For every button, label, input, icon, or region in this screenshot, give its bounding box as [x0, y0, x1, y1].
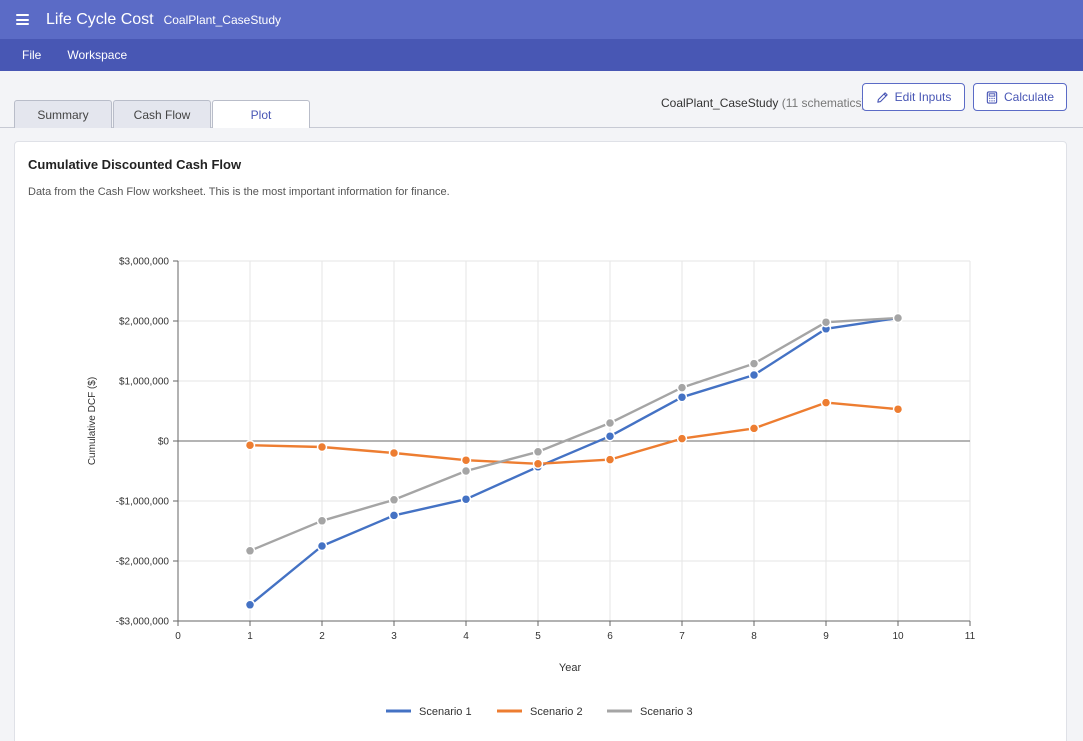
data-point: [244, 545, 256, 557]
card-description: Data from the Cash Flow worksheet. This …: [28, 186, 450, 198]
case-info: CoalPlant_CaseStudy (11 schematics): [661, 96, 866, 110]
title-bar: Life Cycle Cost CoalPlant_CaseStudy: [0, 0, 1083, 39]
data-point: [388, 494, 400, 506]
y-tick-label: $1,000,000: [119, 377, 169, 388]
data-point: [316, 540, 328, 552]
legend-label: Scenario 2: [530, 706, 583, 718]
x-tick-label: 7: [679, 631, 685, 642]
data-point: [748, 358, 760, 369]
tab-plot[interactable]: Plot: [212, 100, 310, 128]
data-point: [748, 423, 760, 434]
data-point: [892, 312, 904, 324]
tab-divider: [0, 127, 1083, 128]
y-tick-label: -$3,000,000: [116, 617, 170, 628]
x-tick-label: 8: [751, 631, 757, 642]
data-point: [316, 515, 328, 527]
card-title: Cumulative Discounted Cash Flow: [28, 157, 242, 172]
tab-summary[interactable]: Summary: [14, 100, 112, 128]
data-point: [460, 493, 472, 505]
calculate-button[interactable]: Calculate: [973, 83, 1067, 111]
x-tick-label: 2: [319, 631, 325, 642]
data-point: [676, 382, 688, 393]
legend-label: Scenario 3: [640, 706, 693, 718]
data-point: [244, 599, 256, 611]
y-tick-label: $0: [158, 437, 170, 448]
case-name: CoalPlant_CaseStudy: [661, 96, 779, 110]
data-point: [460, 465, 472, 477]
x-tick-label: 5: [535, 631, 541, 642]
app-title: Life Cycle Cost: [46, 10, 154, 28]
data-point: [820, 316, 832, 328]
menu-file[interactable]: File: [22, 48, 42, 62]
edit-inputs-label: Edit Inputs: [894, 90, 952, 104]
x-tick-label: 10: [892, 631, 904, 642]
series-line: [249, 316, 899, 606]
file-name: CoalPlant_CaseStudy: [163, 12, 281, 27]
data-point: [244, 439, 256, 451]
series-line: [249, 316, 899, 552]
data-point: [676, 391, 688, 403]
schematic-count: (11 schematics): [781, 96, 866, 110]
y-tick-label: $2,000,000: [119, 317, 169, 328]
data-point: [892, 403, 904, 415]
data-point: [316, 441, 328, 453]
menu-icon[interactable]: [16, 14, 29, 25]
tab-bar: Summary Cash Flow Plot: [14, 100, 311, 128]
y-tick-label: -$1,000,000: [116, 497, 170, 508]
menu-bar: File Workspace: [0, 39, 1083, 71]
data-point: [532, 446, 544, 458]
edit-inputs-button[interactable]: Edit Inputs: [862, 83, 965, 111]
data-point: [820, 397, 832, 408]
x-tick-label: 6: [607, 631, 613, 642]
x-tick-label: 1: [247, 631, 253, 642]
y-axis-title: Cumulative DCF ($): [87, 377, 98, 465]
y-tick-label: $3,000,000: [119, 257, 169, 268]
x-tick-label: 3: [391, 631, 397, 642]
data-point: [604, 454, 616, 465]
series-line: [249, 401, 899, 465]
x-tick-label: 4: [463, 631, 469, 642]
calculate-label: Calculate: [1003, 90, 1055, 104]
x-axis-title: Year: [559, 662, 582, 674]
y-tick-label: -$2,000,000: [116, 557, 170, 568]
calculator-icon: [986, 90, 998, 104]
data-point: [604, 417, 616, 429]
x-tick-label: 0: [175, 631, 181, 642]
data-point: [604, 430, 616, 442]
data-point: [388, 447, 400, 459]
plot-card: 0 1 2 3 4 5 6 7 8 9 10 11 $3,000,000 $2,000,000 $1,000…: [14, 141, 1067, 741]
pencil-icon: [876, 91, 888, 103]
legend-label: Scenario 1: [419, 706, 472, 718]
menu-workspace[interactable]: Workspace: [67, 48, 128, 62]
data-point: [748, 369, 760, 381]
x-tick-label: 11: [965, 631, 976, 642]
data-point: [676, 433, 688, 444]
x-tick-label: 9: [823, 631, 829, 642]
tab-cash-flow[interactable]: Cash Flow: [113, 100, 211, 128]
dcf-chart: 0 1 2 3 4 5 6 7 8 9 10 11 $3,000,000 $2,000,000 $1,000…: [87, 257, 976, 719]
data-point: [460, 454, 472, 466]
data-point: [388, 510, 400, 521]
data-point: [532, 458, 544, 470]
